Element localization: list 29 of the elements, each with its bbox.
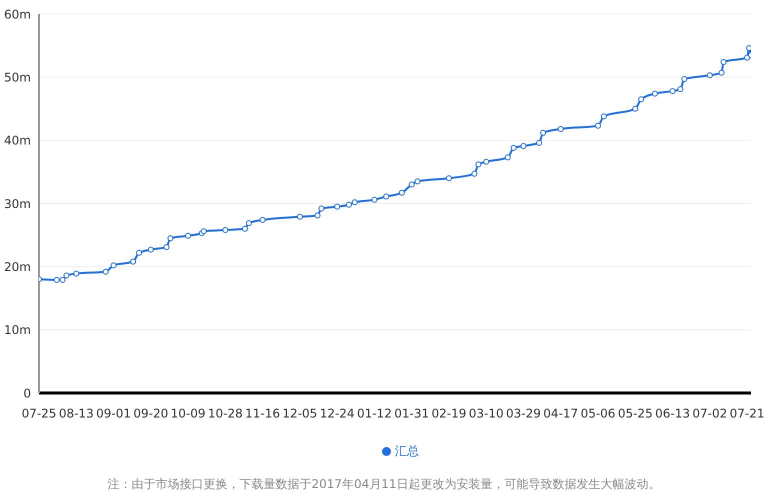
x-tick-label: 03-29 xyxy=(506,406,541,421)
x-tick-label: 06-13 xyxy=(655,406,690,421)
x-tick-label: 09-01 xyxy=(96,406,131,421)
x-tick-label: 07-25 xyxy=(22,406,56,421)
x-tick-label: 04-17 xyxy=(543,406,578,421)
x-tick-label: 01-31 xyxy=(394,406,430,421)
x-tick-label: 07-21 xyxy=(730,406,765,421)
x-tick-label: 12-05 xyxy=(282,406,318,421)
x-tick-label: 09-20 xyxy=(133,406,168,421)
x-tick-label: 11-16 xyxy=(245,406,280,421)
y-tick-label: 0 xyxy=(23,386,31,400)
y-tick-label: 40m xyxy=(4,134,31,148)
x-tick-label: 10-09 xyxy=(170,406,206,421)
x-tick-label: 07-02 xyxy=(692,406,728,421)
x-tick-label: 03-10 xyxy=(468,406,504,421)
x-tick-label: 12-24 xyxy=(320,406,355,421)
x-tick-label: 10-28 xyxy=(208,406,243,421)
legend-label: 汇总 xyxy=(395,444,419,458)
y-tick-label: 50m xyxy=(4,70,31,84)
y-tick-label: 60m xyxy=(4,7,31,22)
text: 注：由于市场接口更换，下载量数据于2017年04月11日起更改为安装量，可能导致数据发生大幅波动。 xyxy=(106,476,662,493)
y-tick-label: 10m xyxy=(4,323,31,338)
y-tick-label: 30m xyxy=(4,196,31,211)
x-tick-label: 01-12 xyxy=(356,406,392,421)
x-tick-label: 02-19 xyxy=(432,406,466,421)
y-tick-label: 20m xyxy=(4,260,31,274)
x-tick-label: 08-13 xyxy=(58,406,94,421)
x-tick-label: 05-06 xyxy=(580,406,616,421)
x-tick-label: 05-25 xyxy=(618,406,653,421)
